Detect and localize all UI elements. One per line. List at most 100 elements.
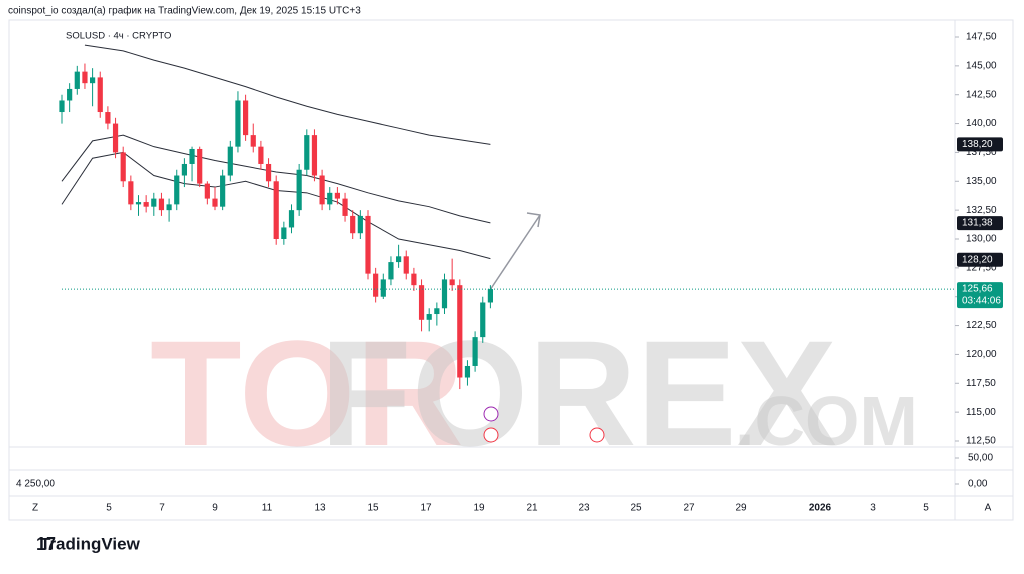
x-tick-label: 19 (473, 503, 485, 514)
x-tick-label: 11 (262, 503, 273, 514)
x-tick-label: 7 (159, 503, 165, 514)
y-tick-label: 115,00 (966, 407, 996, 418)
x-tick-label: 3 (870, 503, 876, 514)
x-tick-label: 2026 (809, 503, 832, 514)
event-icon[interactable] (483, 427, 499, 443)
frame (8, 19, 1014, 521)
y-tick-label: 120,00 (966, 349, 997, 360)
ma-line (84, 44, 491, 145)
y-tick-label: 135,00 (966, 176, 997, 187)
price-badge-label: 131,38 (962, 218, 993, 229)
candle-body (143, 202, 149, 207)
x-tick-label: 21 (526, 503, 538, 514)
candle-body (166, 204, 172, 211)
candle-body (304, 135, 310, 170)
x-tick-label: Z (32, 503, 38, 514)
candle-body (380, 279, 386, 297)
candle-body (258, 146, 264, 164)
x-tick-label: A (985, 503, 992, 514)
price-badge-label: 125,66 (962, 284, 993, 295)
footer-logo: 17 (36, 534, 56, 554)
candle-body (204, 183, 210, 199)
price-badge (957, 216, 1003, 231)
candle-body (311, 135, 318, 176)
candle-body (403, 256, 409, 274)
x-tick-label: 25 (630, 503, 642, 514)
candle-body (411, 273, 417, 286)
x-tick-label: 15 (367, 503, 379, 514)
x-tick-label: 5 (106, 503, 112, 514)
watermark-text: TOR (150, 309, 464, 477)
y-tick-label: 50,00 (968, 453, 993, 464)
y-tick-label: 130,00 (966, 234, 997, 245)
candle-body (480, 302, 486, 338)
candle-body (327, 192, 333, 205)
candle-body (281, 227, 287, 239)
y-tick-label: 127,50 (966, 262, 997, 273)
y-tick-label: 140,00 (966, 118, 997, 129)
candle-body (342, 198, 348, 216)
watermark-text: FOREX (320, 309, 837, 477)
candle-body (227, 146, 233, 176)
price-badge (957, 282, 1003, 309)
candle-body (74, 71, 80, 89)
x-tick-label: 29 (735, 503, 747, 514)
event-icon[interactable] (483, 406, 499, 422)
candle-body (426, 314, 432, 320)
x-tick-label: 13 (314, 503, 326, 514)
candle-body (441, 279, 448, 309)
y-tick-label: 142,50 (966, 89, 997, 100)
x-tick-label: 17 (420, 503, 432, 514)
candle-body (128, 181, 134, 205)
candle-body (487, 289, 493, 303)
candle-body (357, 215, 363, 234)
candle-body (197, 148, 203, 184)
candle-body (174, 175, 180, 205)
candle-body (319, 175, 325, 205)
x-tick-label: 5 (923, 503, 929, 514)
candle-body (464, 365, 471, 378)
candle-body (434, 308, 440, 315)
watermark-text: .COM (735, 382, 918, 460)
candle-body (189, 148, 195, 164)
candle-body (97, 77, 103, 113)
candle-body (235, 100, 241, 147)
candle-body (265, 163, 272, 182)
x-tick-label: 23 (578, 503, 590, 514)
price-badge (957, 137, 1003, 152)
candle-body (449, 279, 455, 286)
event-icon[interactable] (589, 427, 605, 443)
candle-body (158, 198, 165, 211)
candle-body (135, 202, 142, 205)
candle-body (151, 198, 157, 207)
candle-body (418, 285, 425, 320)
ma-line (61, 134, 491, 224)
y-tick-label: 147,50 (966, 32, 997, 43)
pane-label: 4 250,00 (16, 479, 55, 490)
candle-body (396, 256, 402, 263)
y-tick-label: 132,50 (966, 205, 997, 216)
y-tick-label: 112,50 (966, 436, 996, 447)
candle-body (273, 181, 279, 239)
y-tick-label: 122,50 (966, 320, 997, 331)
y-tick-label: 145,00 (966, 60, 997, 71)
candle-body (457, 285, 463, 378)
candle-body (105, 112, 111, 124)
y-tick-label: 0,00 (968, 479, 988, 490)
candle-body (373, 273, 379, 297)
candle-body (296, 169, 302, 211)
projection-arrow (489, 214, 541, 291)
candle-body (112, 123, 119, 153)
candle-body (90, 77, 96, 84)
candle-body (67, 88, 73, 101)
candle-body (220, 175, 226, 207)
candle-body (82, 71, 88, 84)
candle-body (350, 215, 356, 234)
footer-brand: TradingView (40, 534, 141, 553)
y-tick-label: 117,50 (966, 378, 996, 389)
projection-arrow-head (526, 212, 541, 228)
candle-body (181, 163, 187, 176)
